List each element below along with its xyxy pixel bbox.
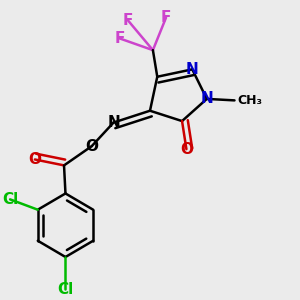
Text: N: N: [107, 115, 120, 130]
Text: F: F: [161, 10, 171, 25]
Text: Cl: Cl: [57, 282, 74, 297]
Text: N: N: [186, 62, 199, 77]
Text: O: O: [180, 142, 193, 157]
Text: Cl: Cl: [2, 192, 18, 207]
Text: CH₃: CH₃: [237, 94, 262, 107]
Text: O: O: [85, 139, 98, 154]
Text: F: F: [123, 13, 133, 28]
Text: O: O: [28, 152, 41, 167]
Text: F: F: [114, 31, 124, 46]
Text: N: N: [200, 92, 213, 106]
